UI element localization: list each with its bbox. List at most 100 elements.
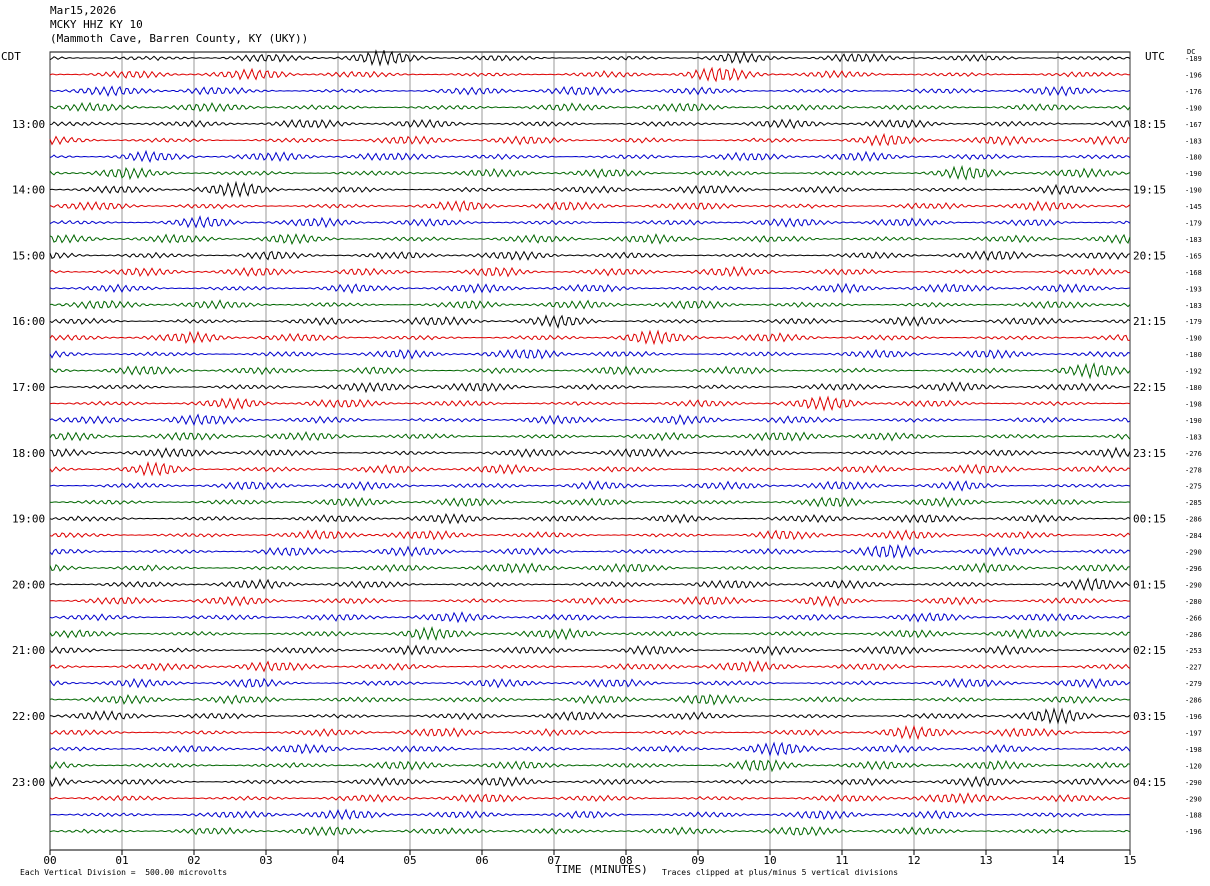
trace-dc-offset: -190 (1185, 104, 1202, 112)
trace-dc-offset: -179 (1185, 220, 1202, 228)
trace-dc-offset: -286 (1185, 697, 1202, 705)
trace-dc-offset: -196 (1185, 713, 1202, 721)
trace-dc-offset: -275 (1185, 483, 1202, 491)
trace-line (49, 66, 1130, 83)
trace-line (49, 611, 1131, 624)
trace-dc-offset: -290 (1185, 581, 1202, 589)
trace-dc-offset: -193 (1185, 285, 1202, 293)
x-tick-label: 11 (835, 854, 848, 867)
station-code: MCKY HHZ KY 10 (50, 18, 143, 31)
trace-line (49, 381, 1131, 394)
trace-dc-offset: -183 (1185, 236, 1202, 244)
x-tick-label: 02 (187, 854, 200, 867)
utc-hour-label: 20:15 (1133, 249, 1166, 262)
trace-dc-offset: -145 (1185, 203, 1202, 211)
trace-dc-offset: -179 (1185, 318, 1202, 326)
trace-line (49, 413, 1131, 427)
trace-line (49, 395, 1131, 412)
x-tick-label: 01 (115, 854, 128, 867)
trace-line (49, 707, 1131, 725)
trace-line (49, 562, 1131, 575)
trace-line (49, 741, 1131, 757)
utc-hour-label: 19:15 (1133, 184, 1166, 197)
cdt-hour-label: 16:00 (12, 315, 45, 328)
trace-line (49, 200, 1131, 213)
trace-dc-offset: -188 (1185, 812, 1202, 820)
trace-dc-offset: -190 (1185, 187, 1202, 195)
chart-date: Mar15,2026 (50, 4, 117, 17)
x-tick-label: 12 (907, 854, 920, 867)
x-tick-label: 05 (403, 854, 416, 867)
trace-dc-offset: -290 (1185, 795, 1202, 803)
dc-header: DC (1187, 48, 1196, 56)
trace-line (49, 314, 1131, 329)
trace-line (49, 660, 1131, 673)
trace-line (49, 577, 1131, 592)
x-tick-label: 03 (259, 854, 272, 867)
trace-dc-offset: -266 (1185, 614, 1202, 622)
trace-dc-offset: -253 (1185, 647, 1202, 655)
trace-dc-offset: -190 (1185, 417, 1202, 425)
trace-dc-offset: -183 (1185, 137, 1202, 145)
trace-line (49, 461, 1131, 477)
trace-dc-offset: -196 (1185, 71, 1202, 79)
trace-dc-offset: -284 (1185, 532, 1202, 540)
trace-dc-offset: -190 (1185, 335, 1202, 343)
trace-dc-offset: -183 (1185, 302, 1202, 310)
trace-dc-offset: -285 (1185, 499, 1202, 507)
cdt-hour-label: 23:00 (12, 776, 45, 789)
x-tick-label: 14 (1051, 854, 1065, 867)
left-timezone: CDT (1, 50, 21, 63)
trace-dc-offset: -296 (1185, 565, 1202, 573)
cdt-hour-label: 21:00 (12, 644, 45, 657)
clip-note: Traces clipped at plus/minus 5 vertical … (662, 868, 899, 877)
trace-line (49, 626, 1130, 641)
trace-dc-offset: -280 (1185, 598, 1202, 606)
x-tick-label: 06 (475, 854, 488, 867)
trace-dc-offset: -227 (1185, 664, 1202, 672)
utc-hour-label: 03:15 (1133, 710, 1166, 723)
trace-dc-offset: -279 (1185, 680, 1202, 688)
trace-line (49, 348, 1131, 360)
x-tick-label: 15 (1123, 854, 1136, 867)
x-tick-label: 10 (763, 854, 776, 867)
trace-dc-offset: -278 (1185, 466, 1202, 474)
trace-line (49, 180, 1130, 199)
trace-line (49, 299, 1131, 310)
x-tick-label: 04 (331, 854, 345, 867)
trace-line (49, 250, 1131, 262)
trace-dc-offset: -290 (1185, 549, 1202, 557)
trace-dc-offset: -180 (1185, 351, 1202, 359)
x-tick-label: 07 (547, 854, 560, 867)
x-tick-label: 08 (619, 854, 632, 867)
trace-dc-offset: -189 (1185, 55, 1202, 63)
trace-line (49, 329, 1131, 346)
trace-dc-offset: -183 (1185, 433, 1202, 441)
trace-dc-offset: -180 (1185, 154, 1202, 162)
trace-line (49, 446, 1131, 459)
trace-line (49, 724, 1131, 741)
trace-line (49, 85, 1131, 98)
trace-line (49, 430, 1131, 442)
trace-line (49, 362, 1131, 380)
utc-hour-label: 01:15 (1133, 578, 1166, 591)
cdt-hour-label: 18:00 (12, 447, 45, 460)
cdt-hour-label: 17:00 (12, 381, 45, 394)
trace-dc-offset: -196 (1185, 828, 1202, 836)
cdt-hour-label: 14:00 (12, 184, 45, 197)
trace-dc-offset: -120 (1185, 762, 1202, 770)
cdt-hour-label: 15:00 (12, 249, 45, 262)
trace-line (49, 282, 1131, 295)
trace-line (49, 132, 1131, 147)
trace-line (49, 808, 1131, 821)
trace-line (49, 149, 1131, 164)
trace-dc-offset: -165 (1185, 252, 1202, 260)
trace-dc-offset: -276 (1185, 450, 1202, 458)
trace-line (49, 644, 1131, 657)
utc-hour-label: 00:15 (1133, 513, 1166, 526)
cdt-hour-label: 22:00 (12, 710, 45, 723)
trace-line (49, 759, 1131, 773)
trace-line (49, 265, 1131, 278)
x-axis-title: TIME (MINUTES) (555, 863, 648, 876)
trace-line (49, 693, 1131, 706)
